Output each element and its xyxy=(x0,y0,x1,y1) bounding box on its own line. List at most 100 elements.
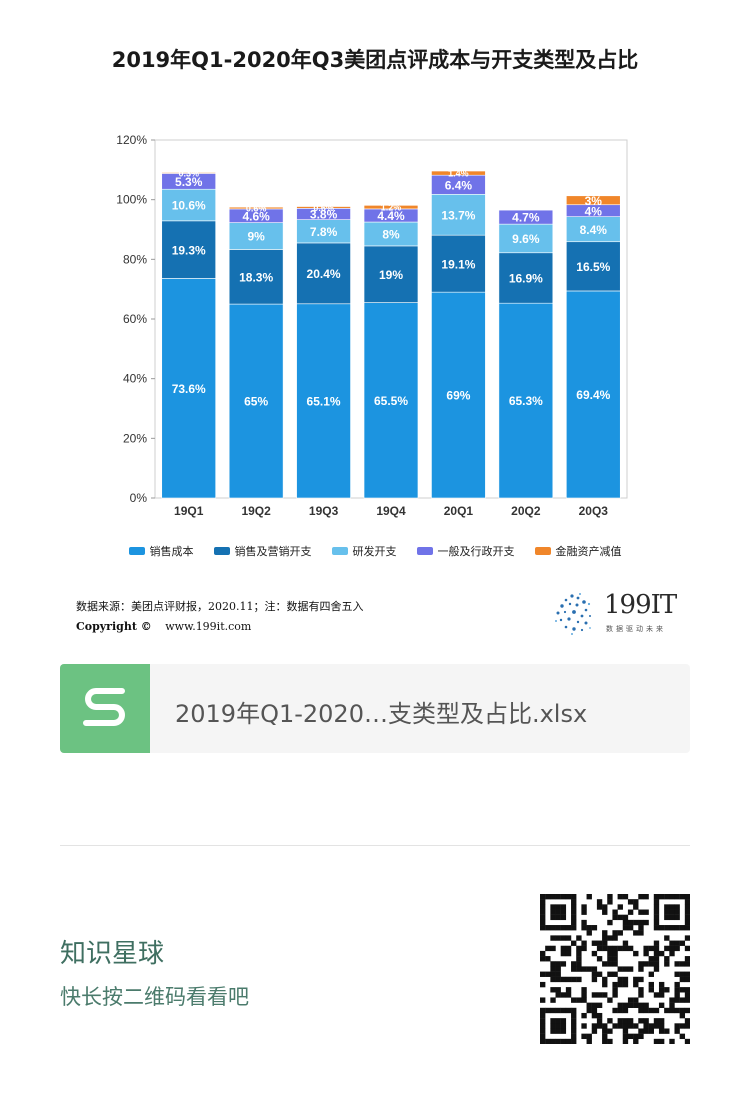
website-link[interactable]: www.199it.com xyxy=(165,620,252,633)
qr-module xyxy=(555,976,561,983)
qr-module xyxy=(622,1018,629,1024)
qr-module xyxy=(565,987,572,993)
qr-module xyxy=(617,966,623,972)
data-label: 1.4% xyxy=(448,169,469,179)
qr-module xyxy=(576,956,582,962)
qr-module xyxy=(658,1038,665,1044)
legend-swatch xyxy=(416,547,433,555)
qr-module xyxy=(679,1007,686,1014)
qr-module xyxy=(612,1023,618,1029)
qr-module xyxy=(658,1002,665,1008)
qr-module xyxy=(684,925,690,931)
qr-module xyxy=(581,1033,587,1040)
bar-segment xyxy=(228,303,284,499)
qr-module xyxy=(555,935,561,941)
bar-segment xyxy=(566,195,621,206)
qr-module xyxy=(555,1007,561,1014)
qr-module xyxy=(653,919,660,926)
qr-module xyxy=(612,930,618,936)
qr-module xyxy=(674,914,680,921)
y-tick-label: 40% xyxy=(123,372,147,386)
qr-module xyxy=(581,904,587,910)
bar-segment xyxy=(363,205,419,210)
qr-module xyxy=(679,1023,686,1029)
qr-module xyxy=(555,961,561,967)
qr-module xyxy=(643,1002,649,1008)
qr-module xyxy=(602,961,608,967)
qr-module xyxy=(674,940,680,946)
qr-module xyxy=(638,992,644,998)
qr-module xyxy=(679,1012,686,1019)
qr-module xyxy=(627,925,634,931)
data-label: 9.6% xyxy=(512,232,540,246)
qr-module xyxy=(643,945,649,952)
qr-module xyxy=(643,961,649,967)
qr-module xyxy=(627,1018,634,1024)
qr-module xyxy=(664,1007,670,1014)
qr-module xyxy=(669,1002,675,1008)
bar-segment xyxy=(296,206,351,209)
x-tick-label: 19Q3 xyxy=(309,504,339,518)
legend-item-cost-of-sales: 销售成本 xyxy=(128,543,194,559)
data-label: 4.4% xyxy=(377,209,405,223)
qr-module xyxy=(664,935,670,941)
qr-module xyxy=(560,925,567,931)
qr-module xyxy=(581,966,587,972)
qr-module xyxy=(653,914,660,921)
qr-module xyxy=(638,1018,644,1024)
qr-module xyxy=(565,950,572,957)
qr-module xyxy=(586,1033,592,1040)
qr-module xyxy=(674,909,680,915)
qr-module xyxy=(550,945,556,952)
qr-module xyxy=(653,925,660,931)
y-tick-label: 60% xyxy=(123,312,147,326)
qr-module xyxy=(602,1028,608,1034)
qr-module xyxy=(622,976,629,983)
bar-segment xyxy=(431,291,486,499)
bar-segment xyxy=(228,206,284,210)
qr-module xyxy=(638,976,644,983)
qr-module xyxy=(571,919,577,926)
attachment-file-card[interactable]: 2019年Q1-2020…支类型及占比.xlsx xyxy=(60,664,690,753)
qr-module xyxy=(653,966,660,972)
data-label: 4% xyxy=(585,204,603,218)
qr-module xyxy=(658,894,665,900)
y-tick-label: 80% xyxy=(123,252,147,266)
spreadsheet-s-icon xyxy=(60,664,150,753)
qr-module xyxy=(643,894,649,900)
qr-module xyxy=(571,925,577,931)
qr-module xyxy=(581,997,587,1003)
qr-module xyxy=(622,1033,629,1040)
qr-module xyxy=(586,1038,592,1044)
qr-module xyxy=(684,894,690,900)
qr-module xyxy=(664,961,670,967)
qr-module xyxy=(571,966,577,972)
qr-module xyxy=(555,904,561,910)
qr-module xyxy=(664,956,670,962)
qr-module xyxy=(596,1023,603,1029)
legend-item-rnd: 研发开支 xyxy=(331,543,397,559)
qr-module xyxy=(571,976,577,983)
data-label: 3.8% xyxy=(310,208,338,222)
data-label: 0.3% xyxy=(178,168,199,178)
qr-module xyxy=(658,1023,665,1029)
qr-module xyxy=(602,904,608,910)
qr-module xyxy=(596,940,603,946)
qr-code-icon[interactable] xyxy=(540,894,690,1044)
qr-module xyxy=(591,976,598,983)
qr-module xyxy=(622,966,629,972)
qr-module xyxy=(617,1023,623,1029)
qr-module xyxy=(596,992,603,998)
data-label: 18.3% xyxy=(239,270,273,284)
stacked-bar-chart: 0% 20% 40% 60% 80% 100% 120% 73.6% 19.3% 10.6% 5.3… xyxy=(116,133,628,518)
legend-label: 研发开支 xyxy=(352,545,397,558)
qr-module xyxy=(560,1028,567,1034)
qr-module xyxy=(540,919,546,926)
qr-module xyxy=(674,894,680,900)
qr-module xyxy=(596,1018,603,1024)
qr-module xyxy=(674,1023,680,1029)
qr-module xyxy=(607,997,613,1003)
qr-module xyxy=(664,987,670,993)
qr-module xyxy=(633,997,639,1003)
qr-module xyxy=(550,1038,556,1044)
